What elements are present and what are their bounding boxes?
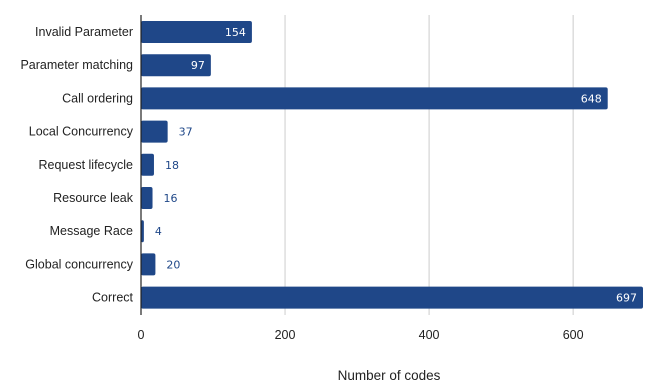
x-tick-label: 600 (563, 328, 584, 342)
bar (141, 21, 252, 43)
bar (141, 87, 608, 110)
category-label: Message Race (50, 224, 133, 238)
gridlines (284, 15, 574, 315)
category-label: Call ordering (62, 91, 133, 105)
category-label: Resource leak (53, 191, 134, 205)
bar (141, 253, 156, 276)
bar (141, 120, 168, 143)
category-label: Request lifecycle (39, 158, 134, 172)
x-tick-label: 200 (275, 328, 296, 342)
bar-value-label: 97 (191, 59, 205, 72)
bar-value-label: 18 (165, 159, 179, 172)
x-tick-label: 0 (138, 328, 145, 342)
category-label: Correct (92, 291, 134, 305)
category-label: Invalid Parameter (35, 25, 133, 39)
x-tick-label: 400 (419, 328, 440, 342)
bar-value-label: 16 (164, 192, 178, 205)
bar-value-label: 648 (581, 92, 602, 105)
bar-value-label: 697 (616, 292, 637, 305)
bar-value-label: 20 (166, 258, 180, 271)
category-labels: Invalid Parameter Parameter matching Call … (20, 25, 133, 305)
bar-value-label: 37 (179, 126, 193, 139)
x-axis-title: Number of codes (338, 368, 441, 383)
category-label: Local Concurrency (29, 125, 134, 139)
bar (141, 153, 154, 176)
bar (141, 54, 211, 77)
bars: 154 97 648 37 18 16 4 20 697 (141, 21, 643, 309)
bar (141, 220, 144, 243)
bar-value-label: 154 (225, 26, 246, 39)
category-label: Parameter matching (20, 58, 133, 72)
bar-value-label: 4 (155, 225, 162, 238)
bar (141, 286, 643, 309)
x-tick-labels: 0 200 400 600 (138, 328, 584, 342)
category-label: Global concurrency (25, 257, 133, 271)
bar (141, 187, 153, 209)
